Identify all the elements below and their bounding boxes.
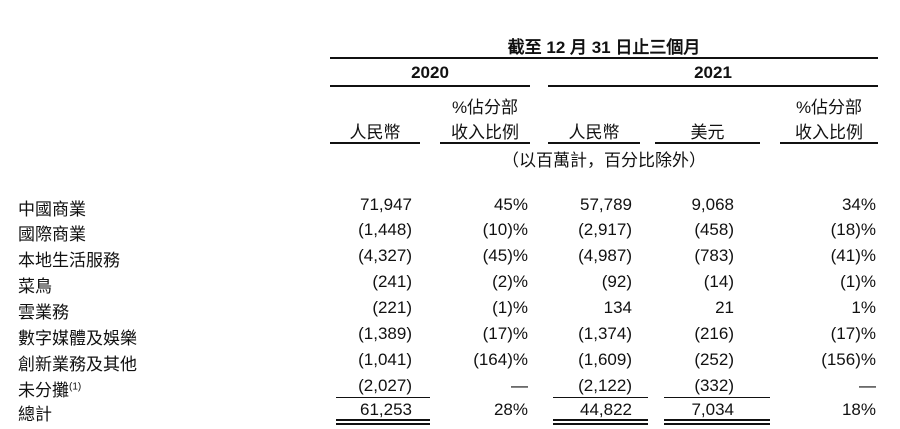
cell-rmb2021: (4,987) — [578, 246, 632, 265]
row-label: 總計 — [18, 400, 52, 425]
row-label: 中國商業 — [18, 195, 86, 220]
cell-rmb2020: (1,448) — [358, 220, 412, 239]
cell-rmb2020: 71,947 — [360, 195, 412, 214]
year-2021: 2021 — [694, 63, 732, 82]
year-2020: 2020 — [411, 63, 449, 82]
double-underline — [664, 423, 770, 425]
cell-usd2021: (332) — [694, 376, 734, 395]
row-label-text: 未分攤 — [18, 381, 69, 400]
cell-rmb2021: (2,122) — [578, 376, 632, 395]
row-label-text: 總計 — [18, 405, 52, 424]
cell-pct2021: 34% — [841, 195, 876, 214]
col-rmb-2020: 人民幣 — [349, 123, 401, 142]
row-label: 國際商業 — [18, 220, 86, 245]
double-underline — [336, 423, 430, 425]
cell-pct2021: (18)% — [830, 220, 876, 239]
cell-usd2021: (783) — [694, 246, 734, 265]
col-pct-2020-l1: %佔分部 — [451, 98, 519, 117]
cell-usd2021: 9,068 — [691, 195, 734, 214]
cell-pct2021: 1% — [851, 298, 876, 317]
cell-usd2021: (252) — [694, 350, 734, 369]
cell-usd2021: 21 — [715, 298, 734, 317]
divider — [780, 142, 878, 144]
cell-pct2020: 45% — [493, 195, 528, 214]
subtotal-line — [664, 397, 770, 398]
cell-pct2020: (164)% — [473, 350, 528, 369]
period-heading: 截至 12 月 31 日止三個月 — [507, 38, 701, 57]
cell-rmb2020: 61,253 — [360, 400, 412, 419]
divider — [655, 142, 760, 144]
row-label-text: 創新業務及其他 — [18, 355, 137, 374]
row-label-text: 數字媒體及娛樂 — [18, 329, 137, 348]
row-label: 菜鳥 — [18, 272, 52, 297]
row-label: 創新業務及其他 — [18, 350, 137, 375]
footnote-marker: (1) — [69, 381, 82, 393]
divider — [440, 142, 530, 144]
cell-rmb2020: (1,389) — [358, 324, 412, 343]
divider — [330, 85, 530, 87]
cell-pct2020: — — [511, 376, 528, 395]
cell-usd2021: 7,034 — [691, 400, 734, 419]
divider — [548, 85, 878, 87]
col-rmb-2021: 人民幣 — [568, 123, 620, 142]
row-label-text: 本地生活服務 — [18, 251, 120, 270]
double-underline — [664, 419, 770, 421]
cell-pct2021: — — [859, 376, 876, 395]
cell-usd2021: (216) — [694, 324, 734, 343]
divider — [330, 142, 420, 144]
row-label: 數字媒體及娛樂 — [18, 324, 137, 349]
cell-rmb2021: (2,917) — [578, 220, 632, 239]
cell-pct2020: (17)% — [482, 324, 528, 343]
cell-rmb2020: (2,027) — [358, 376, 412, 395]
cell-rmb2020: (221) — [372, 298, 412, 317]
cell-pct2021: 18% — [841, 400, 876, 419]
cell-pct2020: (1)% — [492, 298, 528, 317]
cell-rmb2021: 44,822 — [580, 400, 632, 419]
cell-pct2020: (2)% — [492, 272, 528, 291]
col-pct-2021-l1: %佔分部 — [795, 98, 863, 117]
cell-pct2020: (10)% — [482, 220, 528, 239]
cell-usd2021: (458) — [694, 220, 734, 239]
cell-rmb2021: 134 — [603, 298, 632, 317]
row-label-text: 中國商業 — [18, 200, 86, 219]
double-underline — [553, 419, 648, 421]
double-underline — [336, 419, 430, 421]
row-label: 雲業務 — [18, 298, 69, 323]
cell-pct2021: (1)% — [840, 272, 876, 291]
cell-rmb2021: (1,374) — [578, 324, 632, 343]
col-pct-2021-l2: 收入比例 — [795, 123, 863, 142]
cell-rmb2020: (4,327) — [358, 246, 412, 265]
row-label: 未分攤(1) — [18, 376, 81, 401]
cell-pct2020: 28% — [493, 400, 528, 419]
unit-note: （以百萬計，百分比除外） — [502, 151, 706, 170]
cell-pct2021: (41)% — [830, 246, 876, 265]
cell-rmb2020: (1,041) — [358, 350, 412, 369]
row-label: 本地生活服務 — [18, 246, 120, 271]
cell-pct2020: (45)% — [482, 246, 528, 265]
cell-usd2021: (14) — [703, 272, 734, 291]
cell-pct2021: (156)% — [821, 350, 876, 369]
cell-rmb2020: (241) — [372, 272, 412, 291]
row-label-text: 雲業務 — [18, 303, 69, 322]
subtotal-line — [336, 397, 430, 398]
col-usd-2021: 美元 — [690, 123, 725, 142]
subtotal-line — [553, 397, 648, 398]
cell-pct2021: (17)% — [830, 324, 876, 343]
row-label-text: 菜鳥 — [18, 277, 52, 296]
col-pct-2020-l2: 收入比例 — [451, 123, 519, 142]
double-underline — [553, 423, 648, 425]
cell-rmb2021: (1,609) — [578, 350, 632, 369]
divider — [548, 142, 640, 144]
cell-rmb2021: 57,789 — [580, 195, 632, 214]
cell-rmb2021: (92) — [601, 272, 632, 291]
divider — [330, 57, 878, 59]
row-label-text: 國際商業 — [18, 225, 86, 244]
